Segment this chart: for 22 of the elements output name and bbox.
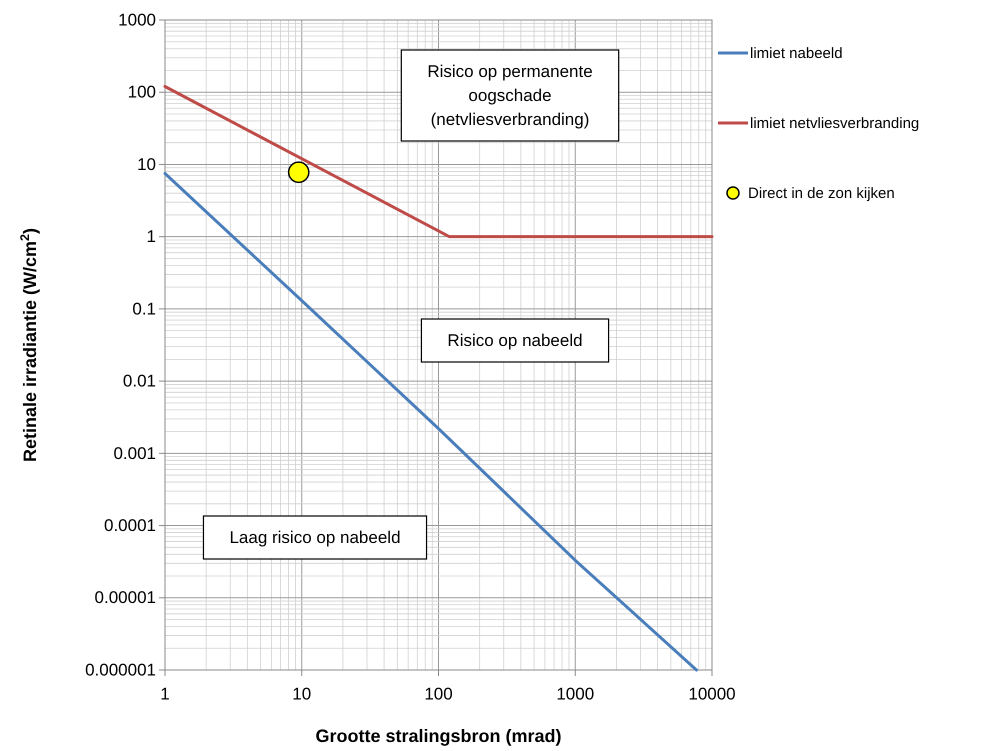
y-tick-label: 0.1 (132, 299, 156, 318)
y-tick-label: 0.000001 (85, 660, 156, 680)
legend-label: Direct in de zon kijken (748, 185, 895, 202)
x-tick-label: 1 (160, 684, 170, 704)
x-tick-label: 10000 (688, 684, 736, 704)
y-tick-label: 1000 (118, 10, 156, 30)
x-tick-label: 100 (424, 684, 453, 704)
x-tick-label: 1000 (556, 684, 594, 704)
x-tick-label: 10 (292, 684, 312, 704)
y-tick-label: 0.001 (113, 444, 156, 463)
y-tick-label: 10 (137, 154, 156, 174)
annotation: Laag risico op nabeeld (229, 528, 401, 547)
y-tick-label: 0.01 (122, 372, 156, 391)
y-tick-label: 1 (146, 227, 156, 246)
annotation: Risico op nabeeld (447, 331, 583, 350)
annotation: Risico op permanente oogschade (netvliesverbranding) (427, 62, 593, 129)
y-tick-label: 0.0001 (104, 516, 156, 535)
legend-label: limiet netvliesverbranding (750, 115, 920, 132)
y-tick-label: 0.00001 (94, 588, 156, 608)
x-axis-title: Grootte stralingsbron (mrad) (315, 726, 562, 746)
legend-label: limiet nabeeld (750, 45, 843, 62)
y-tick-label: 100 (128, 82, 156, 102)
